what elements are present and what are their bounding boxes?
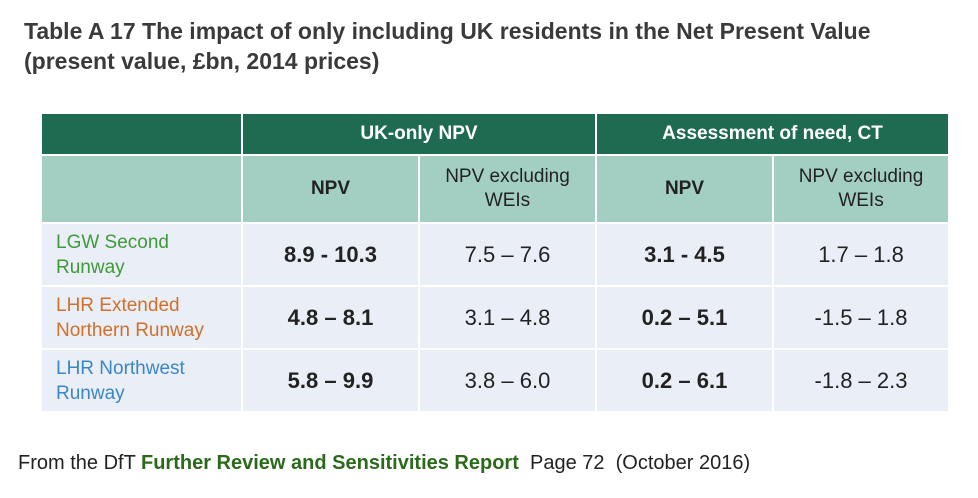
cell-value: 0.2 – 6.1 [595,348,774,413]
npv-table: UK-only NPV Assessment of need, CT NPV N… [40,112,951,413]
cell-value: 4.8 – 8.1 [241,285,420,350]
sub-header-npv-excl-weis: NPV excluding WEIs [771,154,951,224]
corner-cell [40,112,243,156]
cell-value: 3.1 – 4.8 [418,285,597,350]
group-header-assessment-of-need: Assessment of need, CT [594,112,951,156]
cell-value: 8.9 - 10.3 [241,222,420,287]
sub-header-npv: NPV [595,154,774,224]
source-suffix: Page 72 (October 2016) [518,452,751,474]
source-report-title: Further Review and Sensitivities Report [141,452,519,474]
cell-value: -1.5 – 1.8 [771,285,951,350]
table-row-lhr-extended-northern-runway: LHR Extended Northern Runway 4.8 – 8.1 3… [40,285,951,350]
cell-value: 3.1 - 4.5 [595,222,774,287]
group-header-row: UK-only NPV Assessment of need, CT [40,112,951,156]
npv-table-container: UK-only NPV Assessment of need, CT NPV N… [40,112,951,413]
cell-value: 0.2 – 5.1 [595,285,774,350]
sub-header-npv: NPV [241,154,420,224]
source-citation: From the DfT Further Review and Sensitiv… [18,452,750,475]
group-header-uk-only-npv: UK-only NPV [241,112,597,156]
source-prefix: From the DfT [18,452,141,474]
cell-value: 3.8 – 6.0 [418,348,597,413]
sub-header-blank [40,154,243,224]
cell-value: 7.5 – 7.6 [418,222,597,287]
table-row-lhr-northwest-runway: LHR Northwest Runway 5.8 – 9.9 3.8 – 6.0… [40,348,951,413]
sub-header-row: NPV NPV excluding WEIs NPV NPV excluding… [40,154,951,224]
sub-header-npv-excl-weis: NPV excluding WEIs [418,154,597,224]
cell-value: 1.7 – 1.8 [771,222,951,287]
table-row-lgw-second-runway: LGW Second Runway 8.9 - 10.3 7.5 – 7.6 3… [40,222,951,287]
table-title: Table A 17 The impact of only including … [24,18,871,74]
row-label: LHR Extended Northern Runway [40,285,243,350]
row-label: LGW Second Runway [40,222,243,287]
row-label: LHR Northwest Runway [40,348,243,413]
cell-value: 5.8 – 9.9 [241,348,420,413]
cell-value: -1.8 – 2.3 [771,348,951,413]
